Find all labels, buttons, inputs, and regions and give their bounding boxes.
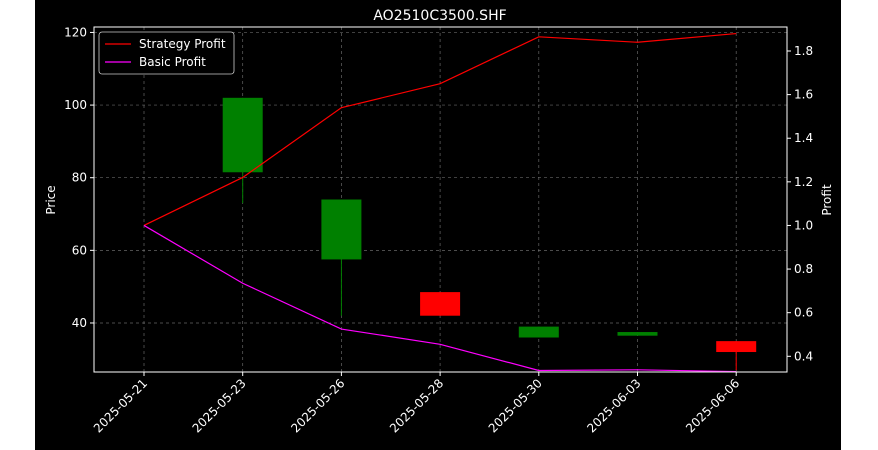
line-strategy-profit (143, 32, 737, 226)
y-right-tick-label: 1.8 (794, 44, 813, 58)
x-tick-label: 2025-06-06 (683, 376, 742, 435)
candle-body (617, 332, 658, 336)
legend: Strategy Profit Basic Profit (98, 31, 235, 75)
x-tick-label: 2025-05-30 (486, 376, 545, 435)
y-left-tick-label: 100 (64, 98, 87, 112)
candle-body (222, 97, 263, 173)
y-left-tick-label: 40 (72, 316, 87, 330)
y-right-tick-label: 0.6 (794, 306, 813, 320)
x-tick-label: 2025-06-03 (584, 376, 643, 435)
y-right-tick-label: 0.4 (794, 349, 813, 363)
x-tick-label: 2025-05-26 (288, 376, 347, 435)
chart-title: AO2510C3500.SHF (373, 8, 506, 24)
y-right-tick-label: 1.6 (794, 88, 813, 102)
line-basic-profit (143, 224, 737, 373)
y-right-tick-label: 0.8 (794, 262, 813, 276)
y-right-tick-label: 1.4 (794, 131, 813, 145)
y-left-tick-label: 60 (72, 243, 87, 257)
y-left-tick-label: 120 (64, 25, 87, 39)
profit-lines (143, 32, 737, 373)
candle-body (420, 292, 461, 316)
x-tick-label: 2025-05-23 (190, 376, 249, 435)
x-tick-label: 2025-05-21 (91, 376, 150, 435)
candle-body (518, 326, 559, 338)
candle-body (716, 341, 757, 353)
legend-label-strategy-profit: Strategy Profit (139, 37, 226, 51)
y-axis-left-label: Price (44, 185, 58, 214)
y-right-tick-label: 1.0 (794, 218, 813, 232)
candles (222, 97, 757, 371)
y-left-tick-label: 80 (72, 171, 87, 185)
legend-label-basic-profit: Basic Profit (139, 55, 206, 69)
y-right-tick-label: 1.2 (794, 175, 813, 189)
x-tick-label: 2025-05-28 (387, 376, 446, 435)
candle-body (321, 199, 362, 260)
legend-box (98, 31, 235, 75)
y-axis-right-label: Profit (820, 184, 834, 216)
